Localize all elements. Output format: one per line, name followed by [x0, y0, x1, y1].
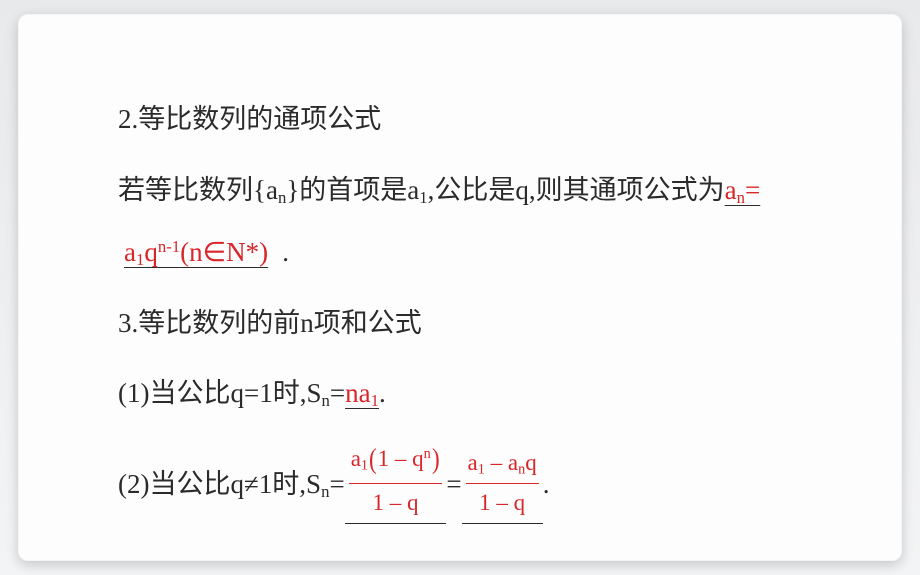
paragraph-line: 若等比数列{an}的首项是a1,公比是q,则其通项公式为an=: [118, 170, 807, 211]
answer-na1: na1: [345, 378, 379, 408]
blank-answer: an=: [725, 175, 761, 205]
paragraph-line: (2)当公比q≠1时,Sn= a1(1 – qn) 1 – q = a1 – a…: [118, 438, 807, 521]
text: ,公比是q,则其通项公式为: [428, 175, 725, 205]
subscript-n: n: [321, 391, 329, 410]
item-number: 3.: [118, 308, 138, 338]
underline: [345, 497, 447, 524]
paragraph-line: (1)当公比q=1时,Sn=na1.: [118, 373, 807, 414]
content-card: 2.等比数列的通项公式 若等比数列{an}的首项是a1,公比是q,则其通项公式为…: [18, 14, 902, 561]
period: .: [543, 468, 550, 498]
text: }的首项是a: [286, 175, 419, 205]
paragraph-line: a1qn-1(n∈N*).: [118, 232, 807, 273]
equals: =: [330, 378, 345, 408]
blank-with-fraction-1: a1(1 – qn) 1 – q: [345, 438, 447, 521]
text: (2)当公比q≠1时,S: [118, 468, 321, 498]
heading-3: 3.等比数列的前n项和公式: [118, 303, 807, 344]
left-paren: (: [369, 438, 377, 481]
text: 若等比数列{a: [118, 175, 278, 205]
subscript-1: 1: [419, 188, 427, 207]
text: (1)当公比q=1时,S: [118, 378, 321, 408]
blank-answer: a1qn-1(n∈N*): [118, 237, 282, 267]
numerator: a1 – anq: [466, 446, 539, 484]
period: .: [282, 237, 289, 267]
equals: =: [329, 468, 344, 498]
right-paren: ): [432, 438, 440, 481]
answer-an: an=: [725, 175, 761, 205]
blank-with-fraction-2: a1 – anq 1 – q: [462, 446, 543, 520]
period: .: [379, 378, 386, 408]
blank-answer: na1: [345, 378, 379, 408]
numerator: a1(1 – qn): [349, 438, 443, 484]
heading-text: 等比数列的通项公式: [138, 104, 381, 134]
answer-formula: a1qn-1(n∈N*): [124, 237, 268, 267]
underline: [462, 497, 543, 524]
heading-text: 等比数列的前n项和公式: [138, 308, 422, 338]
equals: =: [446, 468, 461, 498]
item-number: 2.: [118, 104, 138, 134]
heading-2: 2.等比数列的通项公式: [118, 99, 807, 140]
